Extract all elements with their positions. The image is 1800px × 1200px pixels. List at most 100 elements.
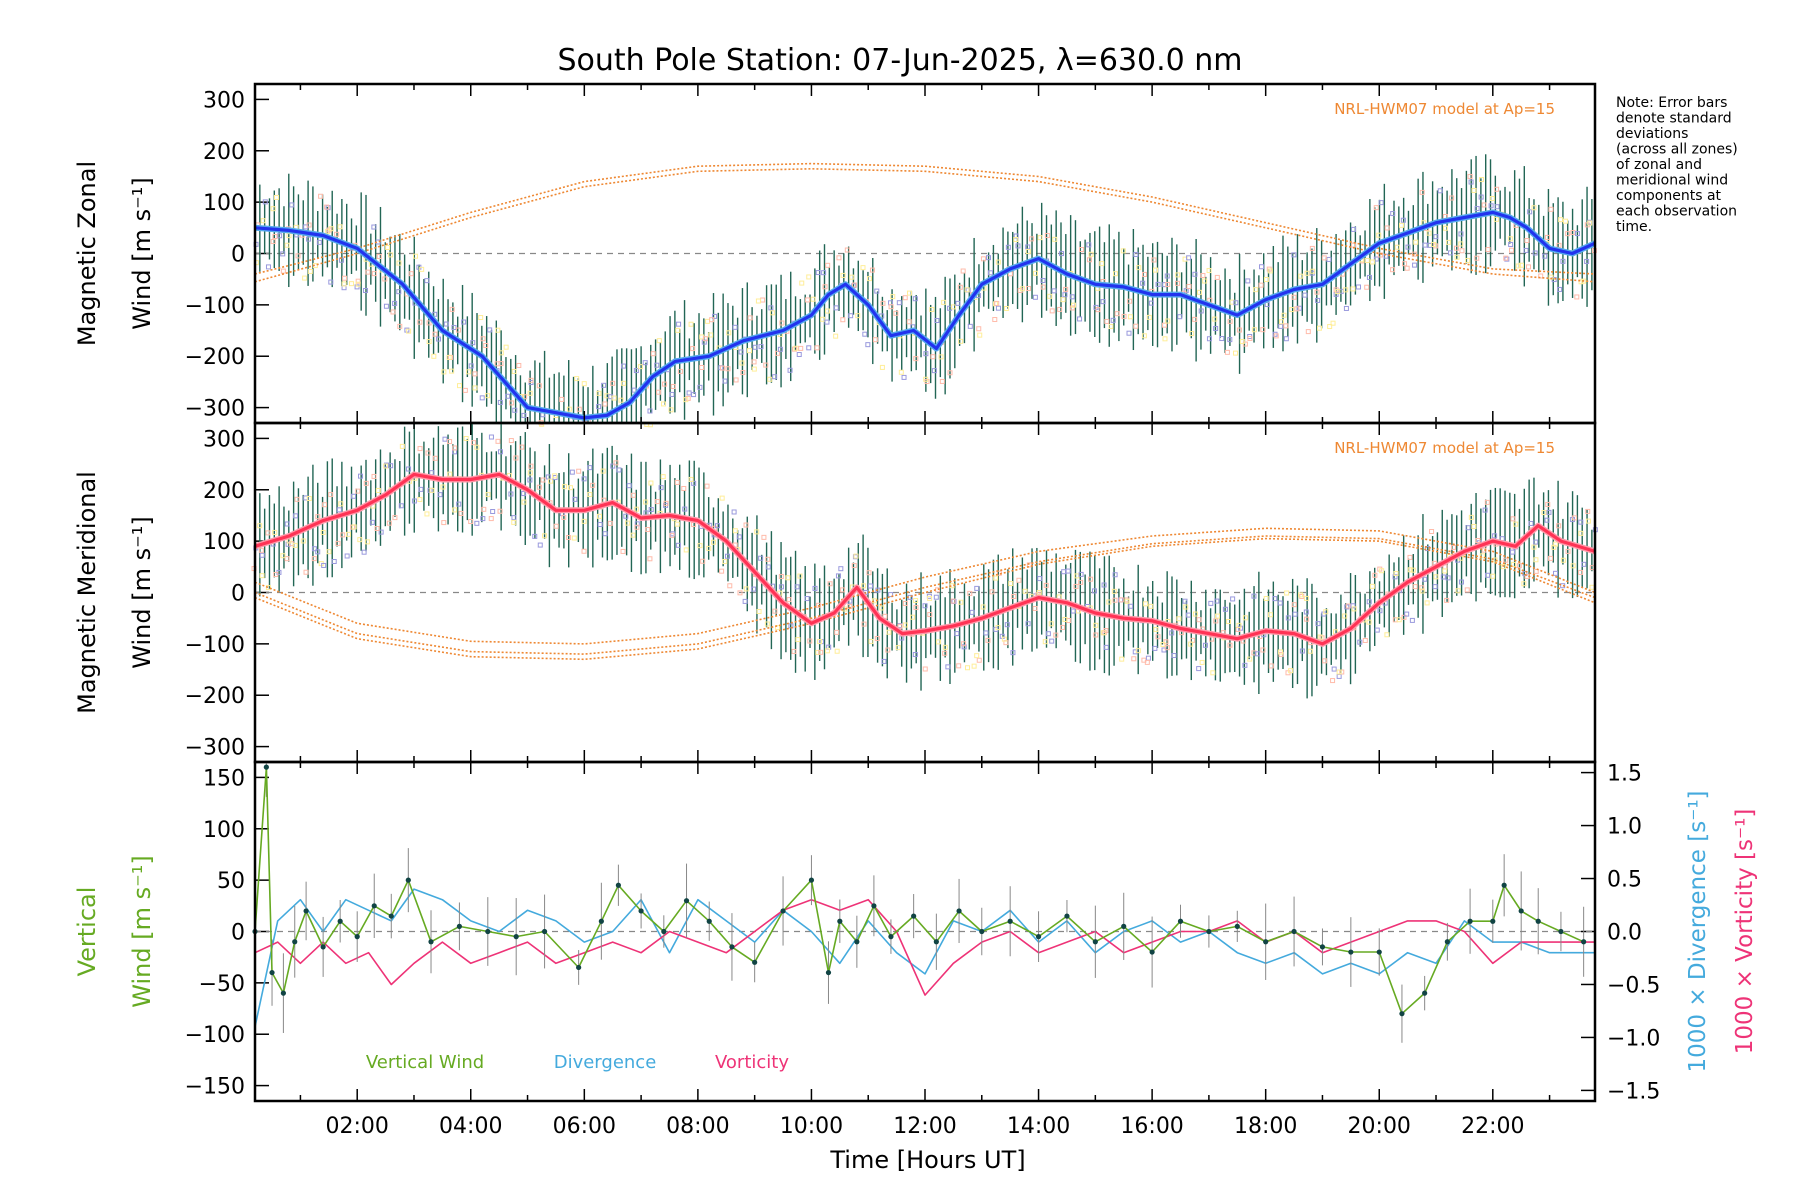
zone-sample (851, 563, 857, 569)
zone-sample (508, 491, 514, 497)
y-tick-label: −1.0 (1607, 1026, 1660, 1051)
zone-sample (621, 363, 627, 369)
zone-sample (1079, 247, 1085, 253)
zone-sample (392, 515, 398, 521)
zone-sample (495, 327, 501, 333)
zone-sample (874, 636, 880, 642)
zone-sample (761, 534, 767, 540)
zone-sample (1445, 575, 1451, 581)
zone-sample (1260, 327, 1266, 333)
vertical-wind-point (1501, 882, 1507, 888)
y-tick-label: −200 (185, 345, 245, 370)
zone-sample (607, 520, 613, 526)
zone-sample (1045, 631, 1051, 637)
zone-sample (697, 384, 703, 390)
zone-sample (1124, 598, 1130, 604)
zone-sample (896, 300, 902, 306)
zone-sample (1412, 584, 1418, 590)
zone-sample (406, 328, 412, 334)
zone-sample (697, 543, 703, 549)
zone-sample (468, 519, 474, 525)
zone-sample (712, 313, 718, 319)
zone-sample (691, 392, 697, 398)
zone-sample (1419, 588, 1425, 594)
zone-sample (725, 366, 731, 372)
zone-sample (995, 625, 1001, 631)
zone-sample (270, 239, 276, 245)
zone-sample (722, 559, 728, 565)
zone-sample (1155, 281, 1161, 287)
zone-sample (471, 440, 477, 446)
zone-sample (715, 523, 721, 529)
zone-sample (794, 584, 800, 590)
vertical-wind-point (1581, 939, 1587, 945)
zone-sample (1197, 289, 1203, 295)
zone-sample (1273, 333, 1279, 339)
zone-sample (354, 284, 360, 290)
vertical-wind-point (598, 918, 604, 924)
zone-sample (274, 194, 280, 200)
zone-sample (1302, 292, 1308, 298)
x-tick-label: 04:00 (439, 1114, 502, 1139)
zone-sample (1372, 572, 1378, 578)
zone-sample (513, 455, 519, 461)
zone-sample (866, 570, 872, 576)
zone-sample (303, 569, 309, 575)
zone-sample (259, 552, 265, 558)
zone-sample (463, 435, 469, 441)
zone-sample (934, 318, 940, 324)
zone-sample (597, 522, 603, 528)
zone-sample (449, 306, 455, 312)
zone-sample (1119, 656, 1125, 662)
zone-sample (280, 268, 286, 274)
zone-sample (648, 507, 654, 513)
zone-sample (1057, 306, 1063, 312)
zone-sample (1003, 305, 1009, 311)
zone-sample (474, 444, 480, 450)
zone-sample (1236, 327, 1242, 333)
zone-sample (1260, 647, 1266, 653)
zone-sample (731, 509, 737, 515)
zone-sample (1538, 273, 1544, 279)
zone-sample (1513, 521, 1519, 527)
zone-sample (1343, 287, 1349, 293)
zone-sample (340, 532, 346, 538)
zone-sample (623, 513, 629, 519)
zone-sample (335, 540, 341, 546)
zone-sample (411, 498, 417, 504)
zone-sample (1239, 339, 1245, 345)
zone-sample (1556, 242, 1562, 248)
zone-sample (1479, 553, 1485, 559)
vertical-wind-point (706, 918, 712, 924)
zone-sample (1409, 617, 1415, 623)
zone-sample (1202, 278, 1208, 284)
zone-sample (994, 300, 1000, 306)
zone-sample (662, 381, 668, 387)
zone-sample (1219, 336, 1225, 342)
zone-sample (1410, 567, 1416, 573)
zone-sample (1376, 232, 1382, 238)
zone-sample (668, 407, 674, 413)
zone-sample (675, 327, 681, 333)
vertical-wind-point (1149, 949, 1155, 955)
zone-sample (806, 274, 812, 280)
zone-sample (852, 554, 858, 560)
zone-sample (1503, 255, 1509, 261)
zone-sample (1454, 254, 1460, 260)
zone-sample (385, 244, 391, 250)
vertical-wind-point (320, 944, 326, 950)
zone-sample (1424, 600, 1430, 606)
zone-sample (1284, 590, 1290, 596)
zone-sample (1407, 554, 1413, 560)
zone-sample (1065, 568, 1071, 574)
zone-sample (1446, 239, 1452, 245)
y-tick-label: −150 (185, 1075, 245, 1100)
zone-sample (1103, 644, 1109, 650)
zone-sample (834, 648, 840, 654)
zone-sample (1357, 639, 1363, 645)
zone-sample (724, 553, 730, 559)
zone-sample (341, 281, 347, 287)
x-tick-label: 12:00 (893, 1114, 956, 1139)
zone-sample (566, 535, 572, 541)
zone-sample (1478, 194, 1484, 200)
